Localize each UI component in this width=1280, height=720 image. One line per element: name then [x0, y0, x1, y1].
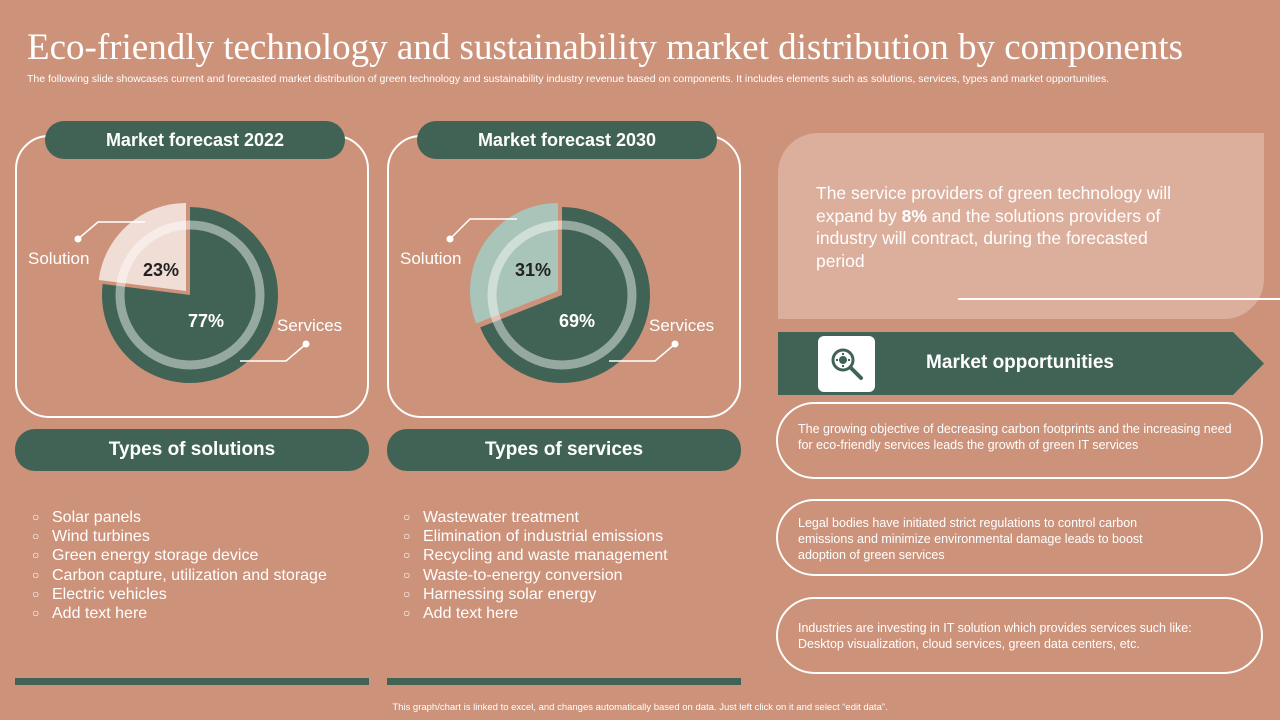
- pie-inner-ring: [115, 220, 265, 370]
- forecast-note-text: The service providers of green technolog…: [816, 183, 1172, 271]
- callout-lines-2030: [446, 218, 679, 362]
- service-item: ○ Wastewater treatment: [403, 508, 668, 527]
- service-item-label: Elimination of industrial emissions: [423, 528, 664, 546]
- solutions-list: ○ Solar panels ○ Wind turbines ○ Green energy…: [32, 508, 327, 623]
- pie-label-services: 77%: [188, 311, 224, 331]
- solution-item-label: Add text here: [52, 605, 148, 623]
- services-label-2030: Services: [649, 316, 715, 335]
- service-item-label: Wastewater treatment: [423, 509, 579, 526]
- service-item: ○ Add text here: [403, 604, 668, 623]
- solution-item: ○ Solar panels: [32, 508, 327, 527]
- solution-label-2022: Solution: [28, 249, 90, 268]
- opportunity-card-3: [776, 597, 1263, 674]
- services-list: ○ Wastewater treatment ○ Elimination of ind…: [403, 508, 668, 623]
- forecast-2022-title: Market forecast 2022: [45, 121, 345, 159]
- circle-bullet-icon: ○: [403, 586, 411, 601]
- pie-slice-solution: [470, 203, 558, 324]
- forecast-note-box: [778, 133, 1264, 319]
- pie-label-solution: 23%: [143, 260, 179, 280]
- solution-item-label: Solar panels: [52, 509, 141, 526]
- opportunity-card-1: [776, 402, 1263, 479]
- circle-bullet-icon: ○: [403, 529, 411, 544]
- circle-bullet-icon: ○: [403, 548, 411, 563]
- market-opportunities-title: Market opportunities: [926, 352, 1114, 373]
- page-subtitle: The following slide showcases current an…: [27, 73, 1110, 85]
- page-title: Eco-friendly technology and sustainabili…: [27, 27, 1184, 68]
- pie-chart-2030: 31% 69%: [470, 203, 650, 383]
- solution-item: ○ Electric vehicles: [32, 585, 327, 604]
- opportunity-card-2: [776, 499, 1263, 576]
- opportunity-text-1: The growing objective of decreasing carb…: [798, 422, 1232, 452]
- solution-item-label: Green energy storage device: [52, 547, 259, 565]
- pie-slice-services: [101, 207, 278, 383]
- left-bottom-bar: [15, 678, 369, 685]
- middle-bottom-bar: [387, 678, 741, 685]
- solution-item-label: Electric vehicles: [52, 585, 167, 603]
- pie-chart-2022: 23% 77%: [98, 203, 278, 383]
- service-item: ○ Waste-to-energy conversion: [403, 566, 668, 585]
- opportunity-text-3: Industries are investing in IT solution …: [798, 621, 1192, 651]
- callout-lines-2022: [74, 221, 310, 362]
- solution-item: ○ Wind turbines: [32, 527, 327, 546]
- circle-bullet-icon: ○: [32, 606, 40, 621]
- pie-label-solution: 31%: [515, 260, 551, 280]
- note-divider: [958, 298, 1280, 300]
- solution-item-label: Wind turbines: [52, 528, 150, 546]
- solution-item: ○ Add text here: [32, 604, 327, 623]
- pie-slice-solution: [98, 203, 186, 291]
- service-item-label: Add text here: [423, 605, 519, 623]
- circle-bullet-icon: ○: [403, 510, 411, 524]
- market-opportunities-banner: [778, 332, 1264, 395]
- opportunity-text-2: Legal bodies have initiated strict regul…: [798, 516, 1143, 562]
- service-item-label: Recycling and waste management: [423, 547, 668, 565]
- footer-note: This graph/chart is linked to excel, and…: [392, 702, 888, 713]
- solution-item: ○ Carbon capture, utilization and storage: [32, 566, 327, 585]
- service-item-label: Waste-to-energy conversion: [423, 566, 623, 584]
- service-item-label: Harnessing solar energy: [423, 585, 597, 603]
- circle-bullet-icon: ○: [403, 606, 411, 621]
- forecast-2030-title: Market forecast 2030: [417, 121, 717, 159]
- circle-bullet-icon: ○: [32, 510, 40, 524]
- pie-inner-ring: [487, 220, 637, 370]
- service-item: ○ Elimination of industrial emissions: [403, 527, 668, 546]
- magnifier-gear-icon: [818, 336, 875, 392]
- types-of-solutions-title: Types of solutions: [15, 429, 369, 471]
- service-item: ○ Recycling and waste management: [403, 546, 668, 565]
- solution-label-2030: Solution: [400, 249, 462, 268]
- pie-slice-services: [480, 207, 650, 383]
- circle-bullet-icon: ○: [403, 567, 411, 582]
- circle-bullet-icon: ○: [32, 529, 40, 544]
- types-of-services-title: Types of services: [387, 429, 741, 471]
- solution-item: ○ Green energy storage device: [32, 546, 327, 565]
- circle-bullet-icon: ○: [32, 567, 40, 582]
- service-item: ○ Harnessing solar energy: [403, 585, 668, 604]
- pie-label-services: 69%: [559, 311, 595, 331]
- note-highlight: 8%: [901, 205, 927, 226]
- circle-bullet-icon: ○: [32, 548, 40, 563]
- solution-item-label: Carbon capture, utilization and storage: [52, 566, 327, 584]
- services-label-2022: Services: [277, 316, 343, 335]
- circle-bullet-icon: ○: [32, 586, 40, 601]
